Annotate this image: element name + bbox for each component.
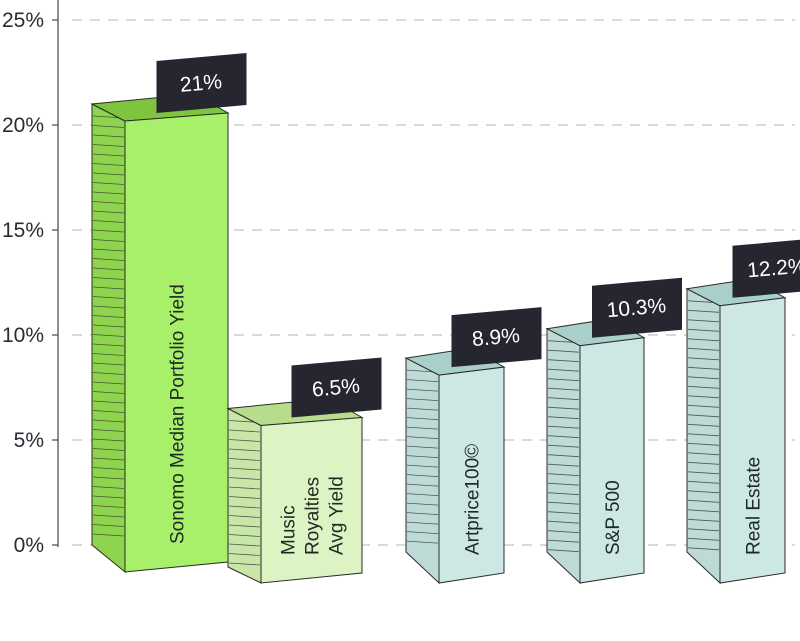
- y-tick-label: 10%: [2, 324, 44, 347]
- value-tag: 8.9%: [451, 307, 542, 368]
- value-tag: 10.3%: [592, 277, 682, 338]
- bar-group: Music Royalties Avg Yield 6.5%: [226, 357, 382, 584]
- value-tag: 12.2%: [732, 239, 800, 298]
- bar-category-label: Real Estate: [744, 457, 765, 555]
- value-label: 21%: [179, 70, 223, 97]
- bar-category-label: Artprice100©: [463, 444, 484, 555]
- bar-side-face: [227, 407, 262, 584]
- bar-group: S&P 500 10.3%: [545, 277, 682, 585]
- value-tag-box: [592, 277, 682, 338]
- y-tick-label: 20%: [2, 114, 44, 137]
- bar-side-hatching: [92, 115, 125, 537]
- y-tick-label: 0%: [14, 534, 44, 557]
- bar-category-label: S&P 500: [603, 480, 624, 555]
- y-axis-ticks: 0% 5% 10% 15% 20% 25%: [2, 9, 58, 557]
- bar-category-label: Avg Yield: [327, 476, 348, 555]
- bar-front-face: [260, 416, 363, 584]
- y-tick-label: 5%: [14, 429, 44, 452]
- y-tick-label: 15%: [2, 219, 44, 242]
- bar-side-face: [405, 357, 440, 585]
- value-label: 6.5%: [311, 374, 361, 401]
- value-label: 8.9%: [471, 324, 521, 351]
- y-tick-label: 25%: [2, 9, 44, 32]
- bar-side-hatching: [547, 340, 580, 553]
- bar-front-face: [579, 337, 645, 584]
- bar-side-hatching: [228, 420, 261, 566]
- bars: Sonomo Median Portfolio Yield 21% Music Roy…: [90, 53, 800, 585]
- value-tag: 21%: [156, 53, 247, 113]
- value-label: 12.2%: [746, 254, 800, 282]
- bar-group: Real Estate 12.2%: [685, 239, 800, 585]
- value-label: 10.3%: [606, 294, 667, 322]
- value-tag-box: [156, 53, 247, 113]
- bar-front-face: [719, 297, 786, 584]
- value-tag-box: [451, 307, 542, 368]
- value-tag-box: [732, 239, 800, 298]
- bar-side-hatching: [406, 369, 439, 544]
- bar-front-face: [438, 366, 505, 584]
- bar-category-label: Sonomo Median Portfolio Yield: [168, 284, 189, 544]
- value-tag-box: [291, 357, 382, 418]
- bar-group: Sonomo Median Portfolio Yield 21%: [90, 53, 247, 574]
- bar-category-label: Music: [279, 505, 300, 555]
- bar-side-hatching: [687, 300, 720, 551]
- bar-category-label: Royalties: [303, 477, 324, 555]
- value-tag: 6.5%: [291, 357, 382, 418]
- bar-group: Artprice100© 8.9%: [404, 307, 542, 585]
